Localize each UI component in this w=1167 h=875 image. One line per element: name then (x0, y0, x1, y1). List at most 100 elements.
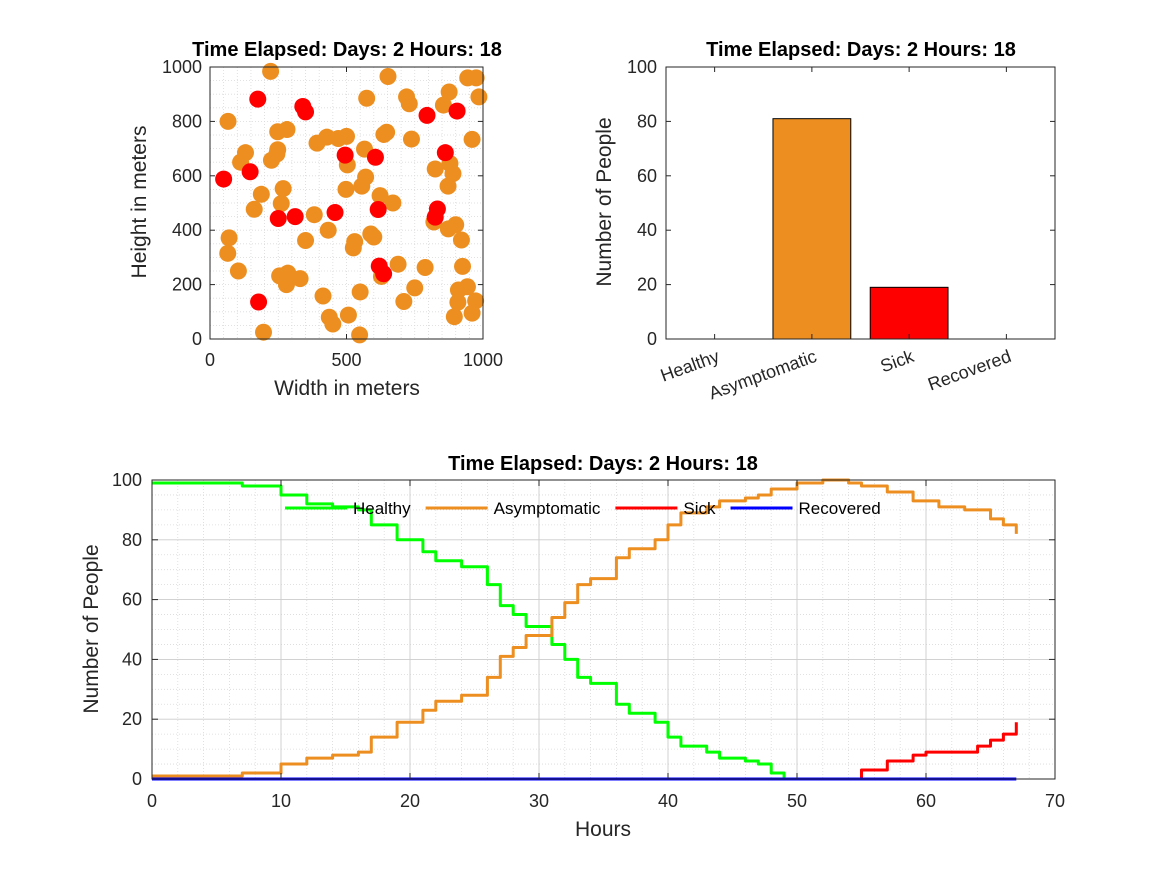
person-marker (365, 228, 383, 246)
person-marker (219, 112, 237, 130)
person-marker (339, 306, 357, 324)
category-label: Asymptomatic (706, 346, 819, 403)
person-marker (262, 151, 280, 169)
person-marker (297, 103, 315, 121)
person-marker (445, 308, 463, 326)
axes-box (151, 479, 1056, 780)
category-label: Healthy (658, 346, 722, 386)
y-tick-label: 60 (122, 590, 142, 610)
legend-label-recovered: Recovered (799, 499, 881, 518)
bar-asymptomatic (772, 118, 852, 340)
legend-label-asymptomatic: Asymptomatic (494, 499, 601, 518)
x-tick-label: 60 (916, 791, 936, 811)
x-tick-label: 0 (205, 350, 215, 370)
bar-sick (869, 286, 949, 340)
person-marker (426, 208, 444, 226)
person-marker (255, 323, 273, 341)
person-marker (286, 208, 304, 226)
person-marker (384, 194, 402, 212)
x-tick-label: 40 (658, 791, 678, 811)
person-marker (454, 257, 472, 275)
x-tick-label: 30 (529, 791, 549, 811)
y-tick-label: 0 (132, 769, 142, 789)
person-marker (319, 221, 337, 239)
legend-label-healthy: Healthy (353, 499, 411, 518)
person-marker (449, 293, 467, 311)
person-marker (338, 127, 355, 145)
person-marker (344, 239, 362, 257)
y-tick-label: 80 (637, 111, 657, 131)
person-marker (371, 187, 389, 205)
y-tick-label: 40 (637, 220, 657, 240)
person-marker (426, 160, 444, 178)
person-marker (395, 292, 413, 310)
y-tick-label: 100 (627, 57, 657, 77)
person-marker (229, 262, 247, 280)
person-marker (418, 106, 436, 124)
person-marker (249, 90, 267, 108)
bar-ylabel: Number of People (593, 117, 616, 286)
person-marker (252, 185, 270, 203)
x-tick-label: 50 (787, 791, 807, 811)
y-tick-label: 80 (122, 530, 142, 550)
x-tick-label: 500 (331, 350, 361, 370)
person-marker (439, 177, 457, 195)
y-tick-label: 0 (647, 329, 657, 349)
person-marker (452, 231, 470, 249)
person-marker (436, 144, 454, 162)
person-marker (262, 62, 280, 80)
person-marker (351, 326, 369, 344)
person-marker (336, 146, 354, 164)
y-tick-label: 20 (637, 275, 657, 295)
person-marker (470, 88, 488, 106)
person-marker (375, 125, 393, 143)
person-marker (305, 206, 323, 224)
x-tick-label: 1000 (463, 350, 503, 370)
person-marker (278, 121, 296, 139)
bar-axes: Time Elapsed: Days: 2 Hours: 18 Number o… (593, 39, 1056, 403)
y-tick-label: 100 (112, 470, 142, 490)
y-tick-label: 20 (122, 709, 142, 729)
scatter-axes: Time Elapsed: Days: 2 Hours: 18 Width in… (128, 39, 503, 400)
x-tick-label: 70 (1045, 791, 1065, 811)
person-marker (314, 287, 332, 305)
category-label: Recovered (925, 346, 1014, 395)
person-marker (463, 130, 481, 148)
person-marker (416, 258, 434, 276)
x-tick-label: 10 (271, 791, 291, 811)
y-tick-label: 0 (192, 329, 202, 349)
person-marker (440, 83, 458, 101)
person-marker (326, 204, 344, 222)
bar-title: Time Elapsed: Days: 2 Hours: 18 (706, 39, 1016, 61)
line-axes: Time Elapsed: Days: 2 Hours: 18 Hours Nu… (80, 453, 1065, 841)
scatter-ylabel: Height in meters (128, 126, 151, 279)
person-marker (463, 304, 481, 322)
person-marker (448, 102, 466, 120)
person-marker (375, 265, 393, 283)
line-xlabel: Hours (575, 818, 631, 841)
person-marker (269, 210, 287, 228)
legend: Healthy Asymptomatic Sick Recovered (285, 499, 881, 518)
person-marker (277, 276, 295, 294)
y-tick-label: 400 (172, 220, 202, 240)
y-tick-label: 40 (122, 649, 142, 669)
person-marker (351, 283, 369, 301)
series-line-asymptomatic (152, 478, 1018, 778)
person-marker (245, 200, 263, 218)
axes-box (665, 66, 1056, 340)
person-marker (357, 168, 375, 186)
y-tick-label: 200 (172, 275, 202, 295)
person-marker (241, 163, 259, 181)
person-marker (219, 244, 237, 262)
series-line-healthy (152, 481, 786, 779)
scatter-xlabel: Width in meters (274, 377, 420, 400)
person-marker (358, 89, 376, 107)
person-marker (274, 180, 292, 198)
person-marker (291, 270, 309, 288)
x-tick-label: 0 (147, 791, 157, 811)
person-marker (434, 96, 452, 114)
x-tick-label: 20 (400, 791, 420, 811)
person-marker (439, 220, 457, 238)
person-marker (458, 278, 476, 296)
